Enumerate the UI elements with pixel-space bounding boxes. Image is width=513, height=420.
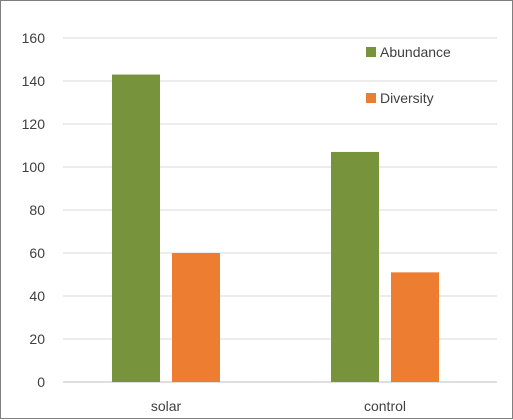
legend-swatch-diversity — [366, 93, 376, 103]
legend-swatch-abundance — [366, 47, 376, 57]
x-axis-category-labels: solar control — [151, 398, 406, 414]
y-axis-tick-labels: 0 20 40 60 80 100 120 140 160 — [22, 30, 46, 390]
legend: Abundance Diversity — [366, 44, 451, 106]
y-tick-label: 100 — [22, 159, 46, 175]
x-category-label: solar — [151, 398, 182, 414]
y-tick-label: 40 — [29, 288, 45, 304]
legend-label-abundance: Abundance — [380, 44, 451, 60]
y-tick-label: 160 — [22, 30, 46, 46]
x-category-label: control — [364, 398, 406, 414]
bars — [112, 74, 439, 383]
bar-diversity-control — [391, 272, 439, 382]
bar-abundance-control — [331, 151, 379, 382]
y-tick-label: 20 — [29, 331, 45, 347]
y-tick-label: 120 — [22, 116, 46, 132]
legend-label-diversity: Diversity — [380, 90, 434, 106]
bar-abundance-solar — [112, 74, 160, 383]
y-tick-label: 140 — [22, 73, 46, 89]
y-tick-label: 60 — [29, 245, 45, 261]
y-tick-label: 80 — [29, 202, 45, 218]
bar-diversity-solar — [172, 253, 220, 382]
y-tick-label: 0 — [37, 374, 45, 390]
